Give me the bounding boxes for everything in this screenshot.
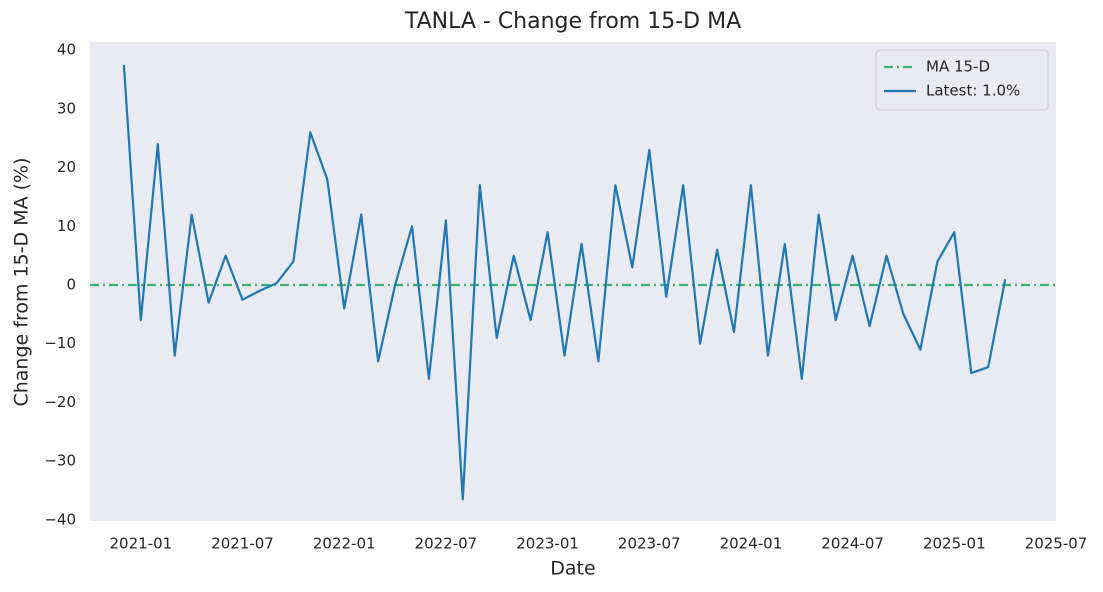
legend-box [875,49,1049,111]
y-tick-label: −40 [44,510,76,528]
x-tick-label: 2024-01 [720,535,783,553]
y-tick-label: −10 [44,334,76,352]
legend-label: MA 15-D [926,58,990,76]
y-tick-label: 10 [57,217,76,235]
x-tick-label: 2025-07 [1025,535,1088,553]
x-axis-label: Date [550,558,595,580]
x-tick-label: 2023-07 [618,535,681,553]
x-tick-label: 2023-01 [516,535,579,553]
y-tick-label: 0 [66,276,76,294]
x-tick-label: 2022-01 [313,535,376,553]
y-tick-label: 30 [57,99,76,117]
y-tick-label: −30 [44,452,76,470]
y-tick-label: −20 [44,393,76,411]
y-axis-label: Change from 15-D MA (%) [11,157,33,406]
legend-label: Latest: 1.0% [926,82,1020,100]
x-tick-label: 2022-07 [415,535,478,553]
x-tick-label: 2021-01 [109,535,172,553]
data-line [122,64,1007,501]
y-tick-label: 40 [57,41,76,59]
chart-title: TANLA - Change from 15-D MA [404,9,741,34]
x-tick-label: 2025-01 [923,535,986,553]
x-tick-label: 2021-07 [211,535,274,553]
x-tick-label: 2024-07 [821,535,884,553]
y-tick-label: 20 [57,158,76,176]
